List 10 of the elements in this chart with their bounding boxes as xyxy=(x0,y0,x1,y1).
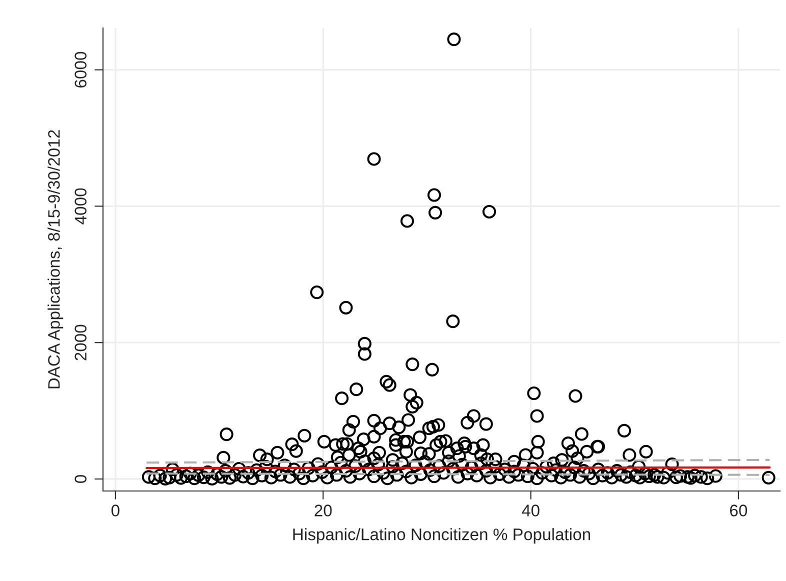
y-tick-label: 4000 xyxy=(74,188,87,224)
y-tick-label: 0 xyxy=(74,475,87,483)
x-axis-title: Hispanic/Latino Noncitizen % Population xyxy=(293,528,590,544)
x-tick-label: 60 xyxy=(730,504,748,516)
y-tick-label: 2000 xyxy=(74,324,87,360)
x-tick-label: 40 xyxy=(522,504,540,516)
y-tick-label: 6000 xyxy=(74,52,87,88)
x-tick-label: 20 xyxy=(314,504,332,516)
x-tick-label: 0 xyxy=(111,504,120,516)
y-axis-title: DACA Applications, 8/15-9/30/2012 xyxy=(48,130,64,388)
